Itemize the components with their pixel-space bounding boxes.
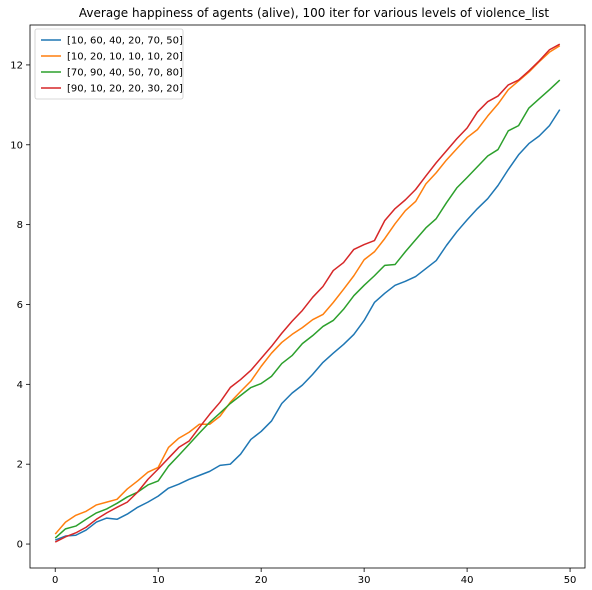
legend-label: [90, 10, 20, 20, 30, 20] xyxy=(67,84,183,95)
y-tick-label: 0 xyxy=(17,540,23,551)
x-tick-label: 20 xyxy=(255,575,268,586)
series-line-3 xyxy=(54,79,561,539)
legend-label: [10, 60, 40, 20, 70, 50] xyxy=(67,36,183,47)
series-line-1 xyxy=(54,109,561,541)
legend-box xyxy=(34,28,184,100)
y-tick-label: 10 xyxy=(10,140,23,151)
x-tick-label: 30 xyxy=(358,575,371,586)
y-tick-label: 6 xyxy=(17,300,23,311)
y-tick-label: 2 xyxy=(17,460,23,471)
y-tick-label: 12 xyxy=(10,60,23,71)
series-line-4 xyxy=(54,43,561,543)
y-tick-label: 8 xyxy=(17,220,23,231)
plot-area: 0 10 20 30 40 50 0 2 4 6 8 10 12 [10, 60, 40, 20, 70,… xyxy=(10,24,586,586)
legend-label: [10, 20, 10, 10, 10, 20] xyxy=(67,52,183,63)
chart-title: Average happiness of agents (alive), 100… xyxy=(79,6,549,20)
x-tick-label: 10 xyxy=(152,575,165,586)
y-tick-label: 4 xyxy=(17,380,23,391)
legend-label: [70, 90, 40, 50, 70, 80] xyxy=(67,68,183,79)
series-line-2 xyxy=(54,45,561,535)
x-tick-label: 40 xyxy=(461,575,474,586)
plot-frame xyxy=(29,24,586,569)
x-tick-label: 50 xyxy=(564,575,577,586)
x-tick-label: 0 xyxy=(52,575,58,586)
